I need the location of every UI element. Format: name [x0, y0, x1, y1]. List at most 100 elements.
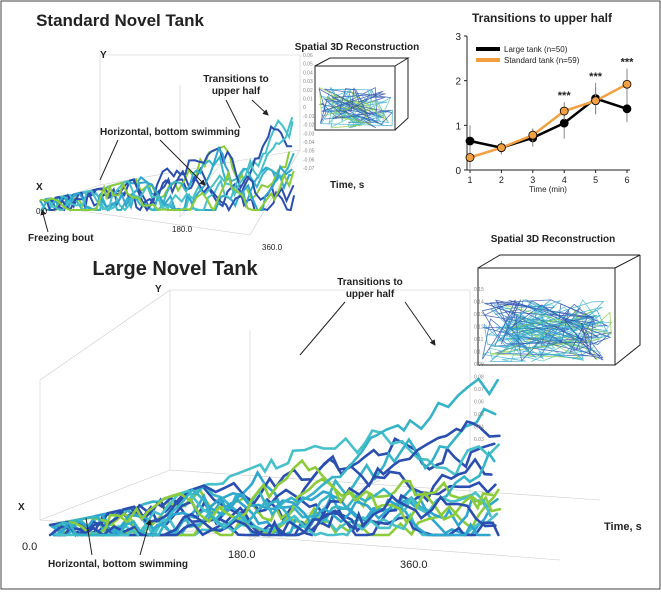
tick-label: 0.12	[474, 325, 484, 331]
trajectory	[318, 87, 393, 126]
axis-y: Y	[100, 50, 107, 61]
trajectory	[49, 494, 497, 537]
series-line	[469, 97, 628, 149]
arrow	[99, 139, 205, 185]
arrow	[225, 99, 268, 129]
tick-label: -0.07	[303, 166, 315, 172]
annotation: Transitions to	[337, 277, 403, 288]
x-axis-title: Time (min)	[529, 185, 567, 194]
time-tick: 0.0	[36, 207, 48, 216]
tick-label: 0.07	[474, 387, 484, 393]
significance: ***	[621, 57, 635, 69]
tick-label: -0.01	[303, 114, 315, 120]
tick-label: 0.02	[303, 88, 313, 94]
significance: ***	[589, 71, 603, 83]
x-tick-label: 4	[562, 175, 567, 185]
time-tick: 180.0	[228, 549, 256, 561]
inset-box	[314, 57, 410, 131]
tick-label: 0.13	[474, 312, 484, 318]
y-tick-label: 3	[455, 32, 461, 43]
tick-label: 0.08	[474, 375, 484, 381]
annotation: Horizontal, bottom swimming	[100, 127, 240, 138]
tick-label: 0.01	[303, 97, 313, 103]
large-3d-plot	[39, 289, 601, 561]
tick-label: 0.03	[303, 79, 313, 85]
point	[591, 96, 600, 106]
axis-y: Y	[155, 284, 162, 295]
y-tick-label: 1	[455, 121, 461, 132]
tick-label: -0.03	[303, 131, 315, 137]
point	[465, 136, 475, 146]
trajectory	[320, 89, 392, 128]
annotation: upper half	[346, 289, 395, 300]
tick-label: -0.06	[303, 157, 315, 163]
tick-label: 0.05	[474, 412, 484, 418]
x-tick-label: 1	[467, 175, 472, 185]
tick-label: 0.05	[303, 62, 313, 68]
x-tick-label: 3	[530, 175, 535, 185]
tick-label: 0.1	[474, 350, 481, 356]
tick-label: -0.02	[303, 123, 315, 129]
arrow	[299, 301, 435, 356]
tick-label: 0.03	[474, 437, 484, 443]
time-tick: 360.0	[262, 243, 283, 252]
chart-title: Transitions to upper half	[472, 11, 613, 25]
axis-x: X	[18, 502, 25, 513]
trajectory	[482, 300, 604, 363]
point	[465, 153, 475, 162]
tick-label: -0.05	[303, 149, 315, 155]
trajectory	[56, 491, 491, 537]
trajectory	[50, 458, 494, 537]
trajectory	[481, 299, 597, 360]
annotation: upper half	[212, 86, 261, 97]
x-tick-label: 2	[499, 175, 504, 185]
tick-label: 0.15	[474, 287, 484, 293]
inset-title: Spatial 3D Reconstruction	[491, 234, 615, 245]
time-tick: 0.0	[22, 541, 37, 553]
trajectory	[48, 420, 501, 537]
axis-time: Time, s	[604, 521, 642, 533]
tick-label: 0.11	[474, 337, 484, 343]
arrow	[40, 209, 49, 233]
x-tick-label: 6	[624, 175, 629, 185]
significance: ***	[558, 90, 572, 102]
tick-label: 0.04	[474, 425, 484, 431]
series-line	[469, 83, 628, 159]
trajectory	[39, 169, 295, 212]
point	[559, 118, 569, 128]
tick-label: 0.06	[303, 53, 313, 59]
legend-label: Large tank (n=50)	[504, 45, 568, 54]
axis-x: X	[36, 182, 43, 193]
legend-label: Standard tank (n=59)	[504, 56, 580, 65]
panel-title: Standard Novel Tank	[36, 11, 204, 30]
point	[496, 143, 506, 153]
tick-label: 0.04	[303, 70, 313, 76]
trajectory	[320, 86, 393, 129]
trajectory	[319, 87, 389, 129]
panel-title: Large Novel Tank	[92, 258, 258, 280]
tick-label: -0.04	[303, 140, 315, 146]
standard-3d-plot	[39, 54, 301, 236]
point	[528, 130, 538, 140]
annotation: Horizontal, bottom swimming	[48, 559, 188, 570]
time-tick: 360.0	[400, 559, 428, 571]
trajectory	[46, 116, 293, 212]
trajectory	[44, 146, 295, 212]
y-tick-label: 2	[455, 77, 461, 88]
tick-label: 0.14	[474, 300, 484, 306]
trajectory	[55, 377, 499, 537]
tick-label: 0	[303, 105, 306, 111]
inset-title: Spatial 3D Reconstruction	[295, 42, 419, 53]
point	[622, 79, 632, 89]
point	[622, 104, 632, 114]
y-tick-label: 0	[455, 166, 461, 177]
axis-time: Time, s	[330, 180, 365, 191]
tick-label: 0.09	[474, 362, 484, 368]
x-tick-label: 5	[593, 175, 598, 185]
annotation: Transitions to	[203, 74, 269, 85]
time-tick: 180.0	[172, 225, 193, 234]
arrow	[85, 518, 150, 556]
tick-label: 0.06	[474, 400, 484, 406]
annotation: Freezing bout	[28, 233, 94, 244]
